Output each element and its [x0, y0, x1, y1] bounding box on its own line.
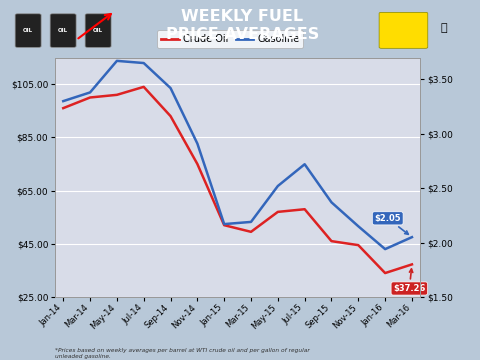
Text: OIL: OIL	[93, 28, 103, 33]
Text: OIL: OIL	[58, 28, 68, 33]
FancyBboxPatch shape	[15, 14, 41, 47]
Text: OIL: OIL	[23, 28, 33, 33]
Text: 💰: 💰	[441, 23, 447, 33]
FancyBboxPatch shape	[379, 12, 428, 48]
Text: $37.26: $37.26	[393, 269, 426, 293]
Legend: Crude Oil, Gasoline: Crude Oil, Gasoline	[157, 30, 303, 48]
Text: *Prices based on weekly averages per barrel at WTI crude oil and per gallon of r: *Prices based on weekly averages per bar…	[55, 348, 310, 359]
Text: WEEKLY FUEL
PRICE AVERAGES: WEEKLY FUEL PRICE AVERAGES	[166, 9, 319, 42]
FancyBboxPatch shape	[50, 14, 76, 47]
FancyBboxPatch shape	[85, 14, 111, 47]
Text: $2.05: $2.05	[374, 214, 408, 234]
